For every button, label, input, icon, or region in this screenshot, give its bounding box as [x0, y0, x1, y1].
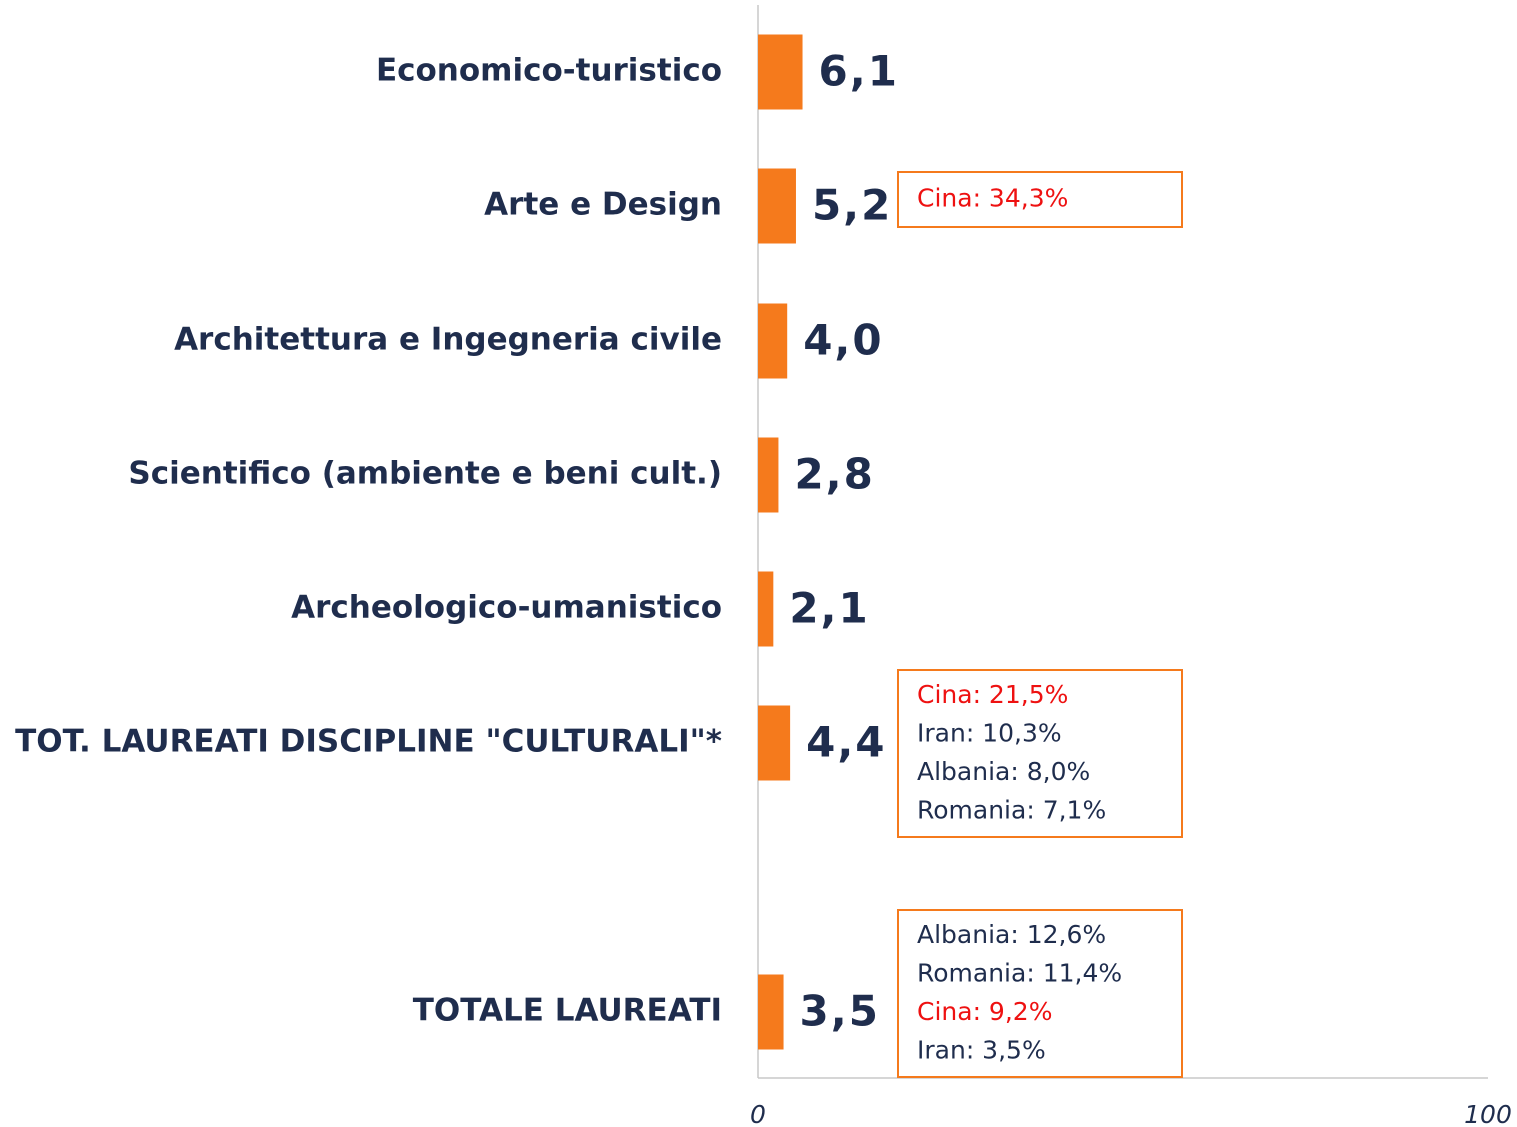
category-label: Scientifico (ambiente e beni cult.): [128, 456, 722, 492]
category-label: TOTALE LAUREATI: [413, 993, 722, 1029]
annotation-text: Romania: 11,4%: [917, 958, 1122, 987]
category-label: Arte e Design: [484, 187, 722, 223]
annotation-box: [897, 669, 1183, 838]
bar: [758, 34, 803, 110]
x-tick-label: 100: [1464, 1100, 1512, 1127]
value-label: 5,2: [812, 181, 892, 230]
bar: [758, 437, 779, 513]
annotation-text: Cina: 9,2%: [917, 997, 1052, 1026]
bar: [758, 974, 784, 1050]
value-label: 2,1: [789, 584, 869, 633]
x-tick-label: 0: [750, 1100, 766, 1127]
annotation-box: [897, 909, 1183, 1078]
bar: [758, 705, 791, 781]
category-label: TOT. LAUREATI DISCIPLINE "CULTURALI"*: [15, 724, 722, 760]
category-label: Archeologico-umanistico: [291, 590, 722, 626]
value-label: 2,8: [794, 450, 874, 499]
annotation-text: Cina: 21,5%: [917, 680, 1068, 709]
annotation-text: Iran: 10,3%: [917, 718, 1062, 747]
value-label: 6,1: [819, 47, 899, 96]
category-label: Economico-turistico: [376, 53, 722, 89]
annotation-text: Iran: 3,5%: [917, 1035, 1046, 1064]
value-label: 4,4: [806, 718, 886, 767]
bar: [758, 303, 788, 379]
value-label: 4,0: [803, 316, 883, 365]
value-label: 3,5: [800, 987, 880, 1036]
category-label: Architettura e Ingegneria civile: [174, 322, 722, 358]
bar: [758, 168, 796, 244]
annotation-text: Cina: 34,3%: [917, 184, 1068, 213]
annotation-text: Albania: 8,0%: [917, 757, 1090, 786]
annotation-box: [897, 171, 1183, 228]
annotation-text: Albania: 12,6%: [917, 920, 1106, 949]
annotation-text: Romania: 7,1%: [917, 795, 1106, 824]
bar: [758, 571, 774, 647]
